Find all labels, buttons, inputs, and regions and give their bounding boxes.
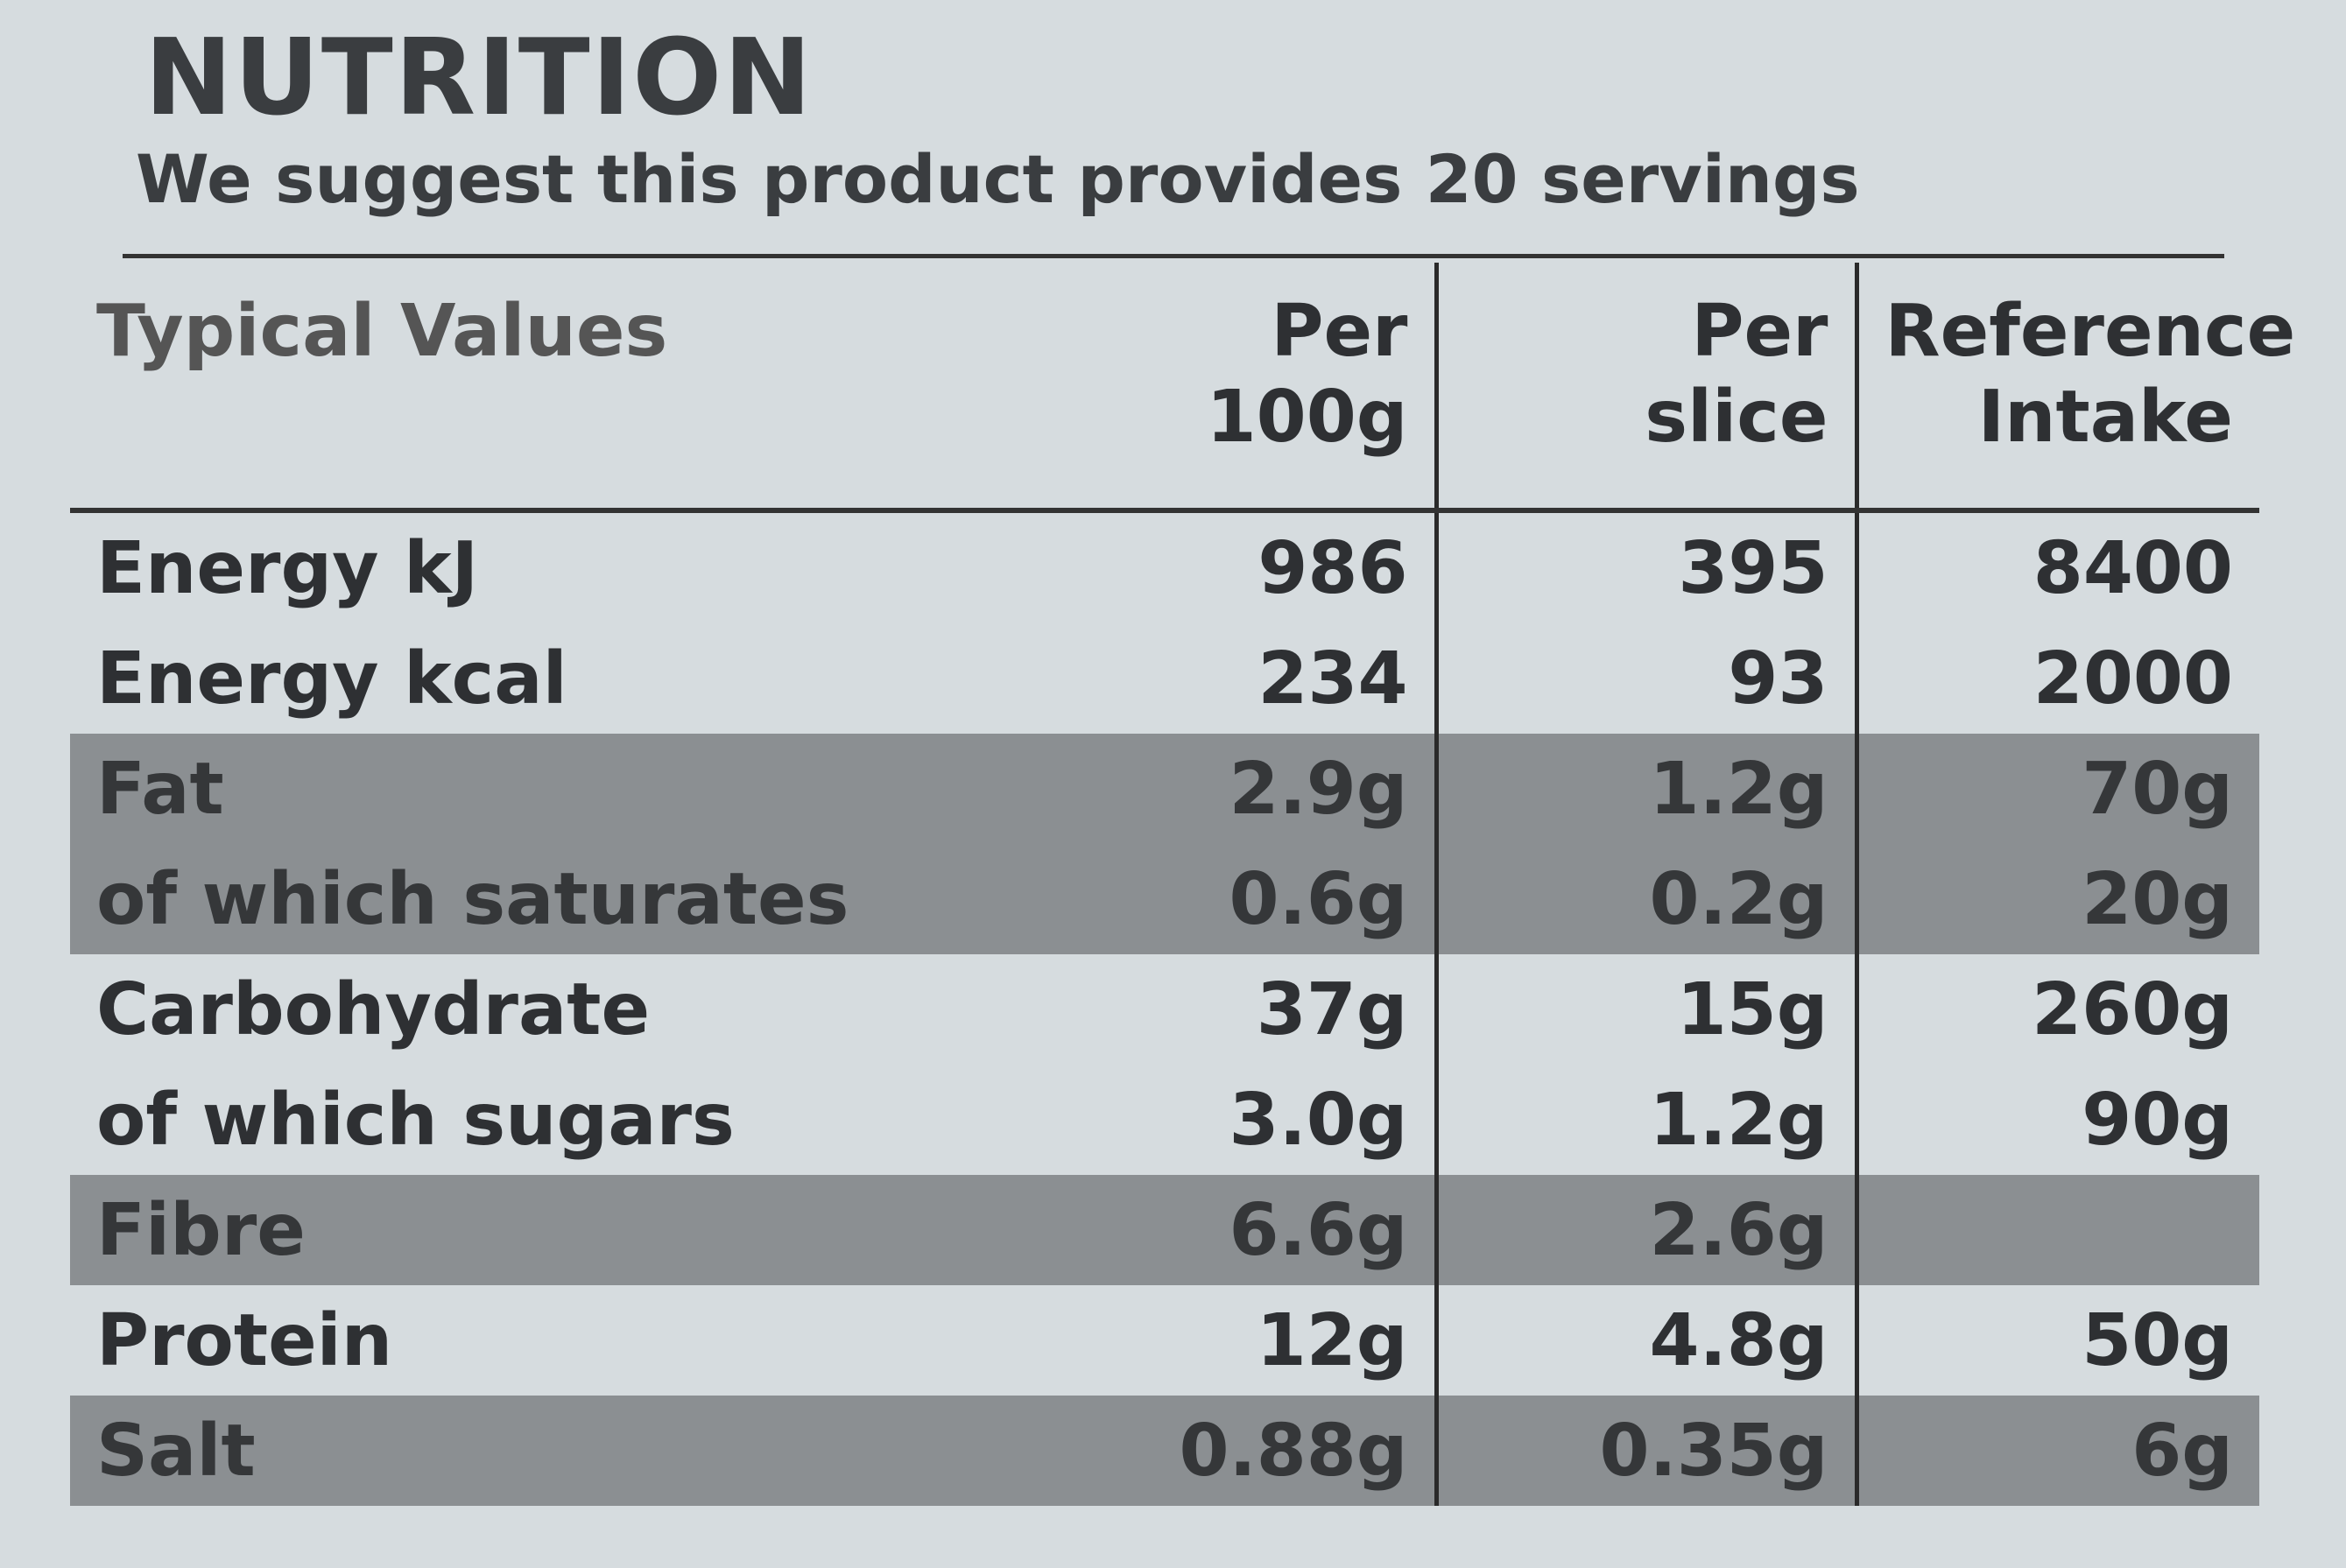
header-line: Per <box>1691 290 1828 373</box>
table-cell: 260g <box>2032 967 2233 1051</box>
table-cell: of which sugars <box>96 1078 735 1162</box>
title: NUTRITION <box>144 18 814 139</box>
table-cell: 6g <box>1856 1396 2259 1506</box>
table-cell: 90g <box>2082 1078 2233 1162</box>
header-line: Typical Values <box>96 290 668 373</box>
table-cell: Energy kcal <box>96 636 567 721</box>
table-cell: 1.2g <box>1436 734 1859 844</box>
rule <box>123 254 2224 258</box>
table-cell: 0.6g <box>1016 844 1439 954</box>
table-cell: 6.6g <box>1016 1175 1439 1285</box>
table-cell: 15g <box>1436 954 1859 1065</box>
table-cell: 0.88g <box>1016 1396 1439 1506</box>
table-row: of which sugars 3.0g 1.2g 90g <box>70 1065 2259 1175</box>
subtitle: We suggest this product provides 20 serv… <box>136 140 1860 218</box>
column-header: Per slice <box>1436 263 1859 513</box>
table-cell: 8400 <box>2032 526 2233 610</box>
column-header: Typical Values <box>70 263 1016 513</box>
table-cell: 3.0g <box>1016 1065 1439 1175</box>
table-row: Energy kJ 986 395 8400 <box>70 510 2259 623</box>
table-cell: 2000 <box>2032 636 2233 721</box>
table-cell: 395 <box>1436 510 1859 623</box>
table-row: Carbohydrate 37g 15g 260g <box>70 954 2259 1065</box>
table-cell: Energy kJ <box>96 526 479 610</box>
table-cell <box>1856 1175 2259 1285</box>
table-row: Fibre 6.6g 2.6g <box>70 1175 2259 1285</box>
table-row: Fat 2.9g 1.2g 70g <box>70 734 2259 844</box>
table-cell: Protein <box>96 1298 393 1382</box>
table-body: Energy kJ 986 395 8400 Energy kcal 234 93 2000 F… <box>70 510 2259 1506</box>
table-row: Salt 0.88g 0.35g 6g <box>70 1396 2259 1506</box>
table-cell: Fibre <box>70 1175 1016 1285</box>
table-cell: of which saturates <box>70 844 1016 954</box>
column-header: Reference Intake <box>1856 263 2295 513</box>
header-line: Intake <box>1977 376 2233 460</box>
table-cell: 234 <box>1016 623 1439 734</box>
column-header: Per 100g <box>1016 263 1439 513</box>
table-cell: 986 <box>1016 510 1439 623</box>
table-cell: 70g <box>1856 734 2259 844</box>
table-cell: 37g <box>1016 954 1439 1065</box>
table-cell: 93 <box>1436 623 1859 734</box>
nutrition-table: Typical Values Per 100g Per slice Reference In… <box>70 263 2295 1506</box>
table-cell: Fat <box>70 734 1016 844</box>
table-row: Protein 12g 4.8g 50g <box>70 1285 2259 1396</box>
table-cell: 4.8g <box>1436 1285 1859 1396</box>
table-cell: 2.9g <box>1016 734 1439 844</box>
table-row: of which saturates 0.6g 0.2g 20g <box>70 844 2259 954</box>
table-cell: 0.2g <box>1436 844 1859 954</box>
header-line: Per <box>1271 290 1408 373</box>
table-cell: 1.2g <box>1436 1065 1859 1175</box>
table-cell: Salt <box>70 1396 1016 1506</box>
table-cell: 20g <box>1856 844 2259 954</box>
table-cell: 2.6g <box>1436 1175 1859 1285</box>
table-cell: 0.35g <box>1436 1396 1859 1506</box>
table-cell: 50g <box>2082 1298 2233 1382</box>
table-row: Energy kcal 234 93 2000 <box>70 623 2259 734</box>
header-row: Typical Values Per 100g Per slice Reference In… <box>70 263 2295 513</box>
header-line: slice <box>1645 376 1828 460</box>
table-cell: Carbohydrate <box>96 967 651 1051</box>
header-line: Reference <box>1885 290 2296 373</box>
header-line: 100g <box>1206 376 1408 460</box>
table-cell: 12g <box>1016 1285 1439 1396</box>
